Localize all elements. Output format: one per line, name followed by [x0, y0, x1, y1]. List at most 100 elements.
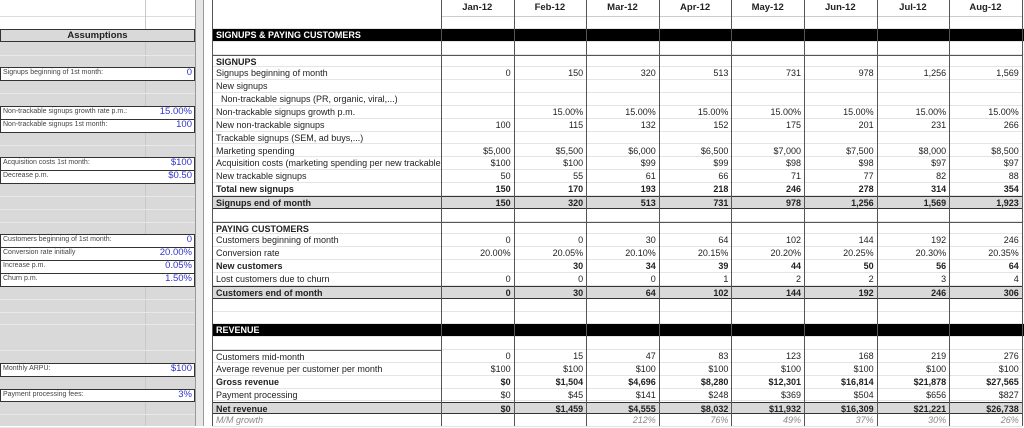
data-cell[interactable]: 0: [513, 273, 587, 286]
data-cell[interactable]: 2: [731, 273, 804, 286]
data-cell[interactable]: 266: [949, 119, 1022, 132]
data-cell[interactable]: [441, 132, 514, 145]
data-cell[interactable]: $100: [513, 363, 587, 376]
data-cell[interactable]: $16,814: [804, 376, 877, 389]
data-cell[interactable]: $11,932: [731, 401, 804, 415]
data-cell[interactable]: 34: [586, 260, 659, 273]
data-cell[interactable]: [586, 132, 659, 145]
data-cell[interactable]: 1,256: [876, 67, 950, 81]
data-cell[interactable]: 276: [949, 350, 1022, 363]
data-cell[interactable]: 1,569: [876, 195, 950, 209]
assumption-value[interactable]: 20.00%: [159, 247, 192, 259]
data-cell[interactable]: $5,500: [513, 145, 587, 158]
data-cell[interactable]: 1,256: [804, 195, 877, 209]
data-cell[interactable]: [949, 221, 1022, 235]
data-cell[interactable]: [876, 80, 950, 94]
data-cell[interactable]: 731: [658, 195, 732, 209]
data-cell[interactable]: [876, 93, 950, 106]
data-cell[interactable]: [586, 221, 659, 235]
data-cell[interactable]: $248: [658, 389, 732, 402]
data-cell[interactable]: 314: [876, 183, 950, 196]
data-cell[interactable]: 20.05%: [513, 247, 587, 261]
month-header[interactable]: Jul-12: [876, 0, 950, 17]
data-cell[interactable]: 37%: [804, 414, 877, 428]
data-cell[interactable]: $12,301: [731, 376, 804, 389]
month-header[interactable]: Jun-12: [804, 0, 877, 17]
data-cell[interactable]: 201: [804, 119, 877, 132]
data-cell[interactable]: 1: [658, 273, 732, 286]
data-cell[interactable]: [658, 54, 732, 68]
data-cell[interactable]: 0: [441, 285, 514, 299]
data-cell[interactable]: [441, 106, 514, 119]
data-cell[interactable]: 20.30%: [876, 247, 950, 261]
assumption-value[interactable]: $100: [170, 157, 192, 169]
data-cell[interactable]: $827: [949, 389, 1022, 402]
data-cell[interactable]: 513: [586, 195, 659, 209]
data-cell[interactable]: $0: [441, 376, 514, 389]
data-cell[interactable]: 20.10%: [586, 247, 659, 261]
data-cell[interactable]: 192: [876, 234, 950, 248]
data-cell[interactable]: $7,000: [731, 145, 804, 158]
data-cell[interactable]: $100: [441, 157, 514, 171]
data-cell[interactable]: [513, 132, 587, 145]
data-cell[interactable]: 150: [513, 67, 587, 81]
data-cell[interactable]: $100: [876, 363, 950, 376]
data-cell[interactable]: 20.00%: [441, 247, 514, 261]
data-cell[interactable]: 175: [731, 119, 804, 132]
data-cell[interactable]: $8,032: [658, 401, 732, 415]
data-cell[interactable]: [658, 80, 732, 94]
data-cell[interactable]: [949, 132, 1022, 145]
data-cell[interactable]: 306: [949, 285, 1022, 299]
data-cell[interactable]: 513: [658, 67, 732, 81]
data-cell[interactable]: 731: [731, 67, 804, 81]
data-cell[interactable]: $8,500: [949, 145, 1022, 158]
data-cell[interactable]: 102: [731, 234, 804, 248]
data-cell[interactable]: 50: [804, 260, 877, 273]
data-cell[interactable]: 49%: [731, 414, 804, 428]
data-cell[interactable]: 0: [586, 273, 659, 286]
data-cell[interactable]: 0: [441, 273, 514, 286]
data-cell[interactable]: 20.35%: [949, 247, 1022, 261]
data-cell[interactable]: [658, 132, 732, 145]
data-cell[interactable]: [949, 93, 1022, 106]
assumption-value[interactable]: $0.50: [168, 170, 192, 182]
data-cell[interactable]: 320: [586, 67, 659, 81]
data-cell[interactable]: 1,923: [949, 195, 1022, 209]
data-cell[interactable]: 15.00%: [586, 106, 659, 119]
data-cell[interactable]: [441, 414, 514, 428]
data-cell[interactable]: 15.00%: [949, 106, 1022, 119]
data-cell[interactable]: 15.00%: [876, 106, 950, 119]
assumption-value[interactable]: 0.05%: [165, 260, 192, 272]
data-cell[interactable]: [731, 221, 804, 235]
data-cell[interactable]: 15.00%: [804, 106, 877, 119]
month-header[interactable]: Aug-12: [949, 0, 1022, 17]
data-cell[interactable]: [513, 80, 587, 94]
data-cell[interactable]: $97: [876, 157, 950, 171]
data-cell[interactable]: 978: [804, 67, 877, 81]
data-cell[interactable]: [586, 93, 659, 106]
data-cell[interactable]: $26,738: [949, 401, 1022, 415]
data-cell[interactable]: 100: [441, 119, 514, 132]
data-cell[interactable]: [804, 80, 877, 94]
data-cell[interactable]: 115: [513, 119, 587, 132]
data-cell[interactable]: $0: [441, 401, 514, 415]
data-cell[interactable]: 0: [441, 67, 514, 81]
data-cell[interactable]: $100: [949, 363, 1022, 376]
data-cell[interactable]: [658, 93, 732, 106]
data-cell[interactable]: 3: [876, 273, 950, 286]
data-cell[interactable]: 102: [658, 285, 732, 299]
data-cell[interactable]: [949, 80, 1022, 94]
data-cell[interactable]: [441, 221, 514, 235]
data-cell[interactable]: 219: [876, 350, 950, 363]
data-cell[interactable]: [731, 132, 804, 145]
data-cell[interactable]: $16,309: [804, 401, 877, 415]
data-cell[interactable]: $8,280: [658, 376, 732, 389]
data-cell[interactable]: 39: [658, 260, 732, 273]
month-header[interactable]: May-12: [731, 0, 804, 17]
data-cell[interactable]: 30%: [876, 414, 950, 428]
data-cell[interactable]: 88: [949, 170, 1022, 184]
data-cell[interactable]: 193: [586, 183, 659, 196]
data-cell[interactable]: 320: [513, 195, 587, 209]
month-header[interactable]: Apr-12: [658, 0, 732, 17]
data-cell[interactable]: 83: [658, 350, 732, 363]
